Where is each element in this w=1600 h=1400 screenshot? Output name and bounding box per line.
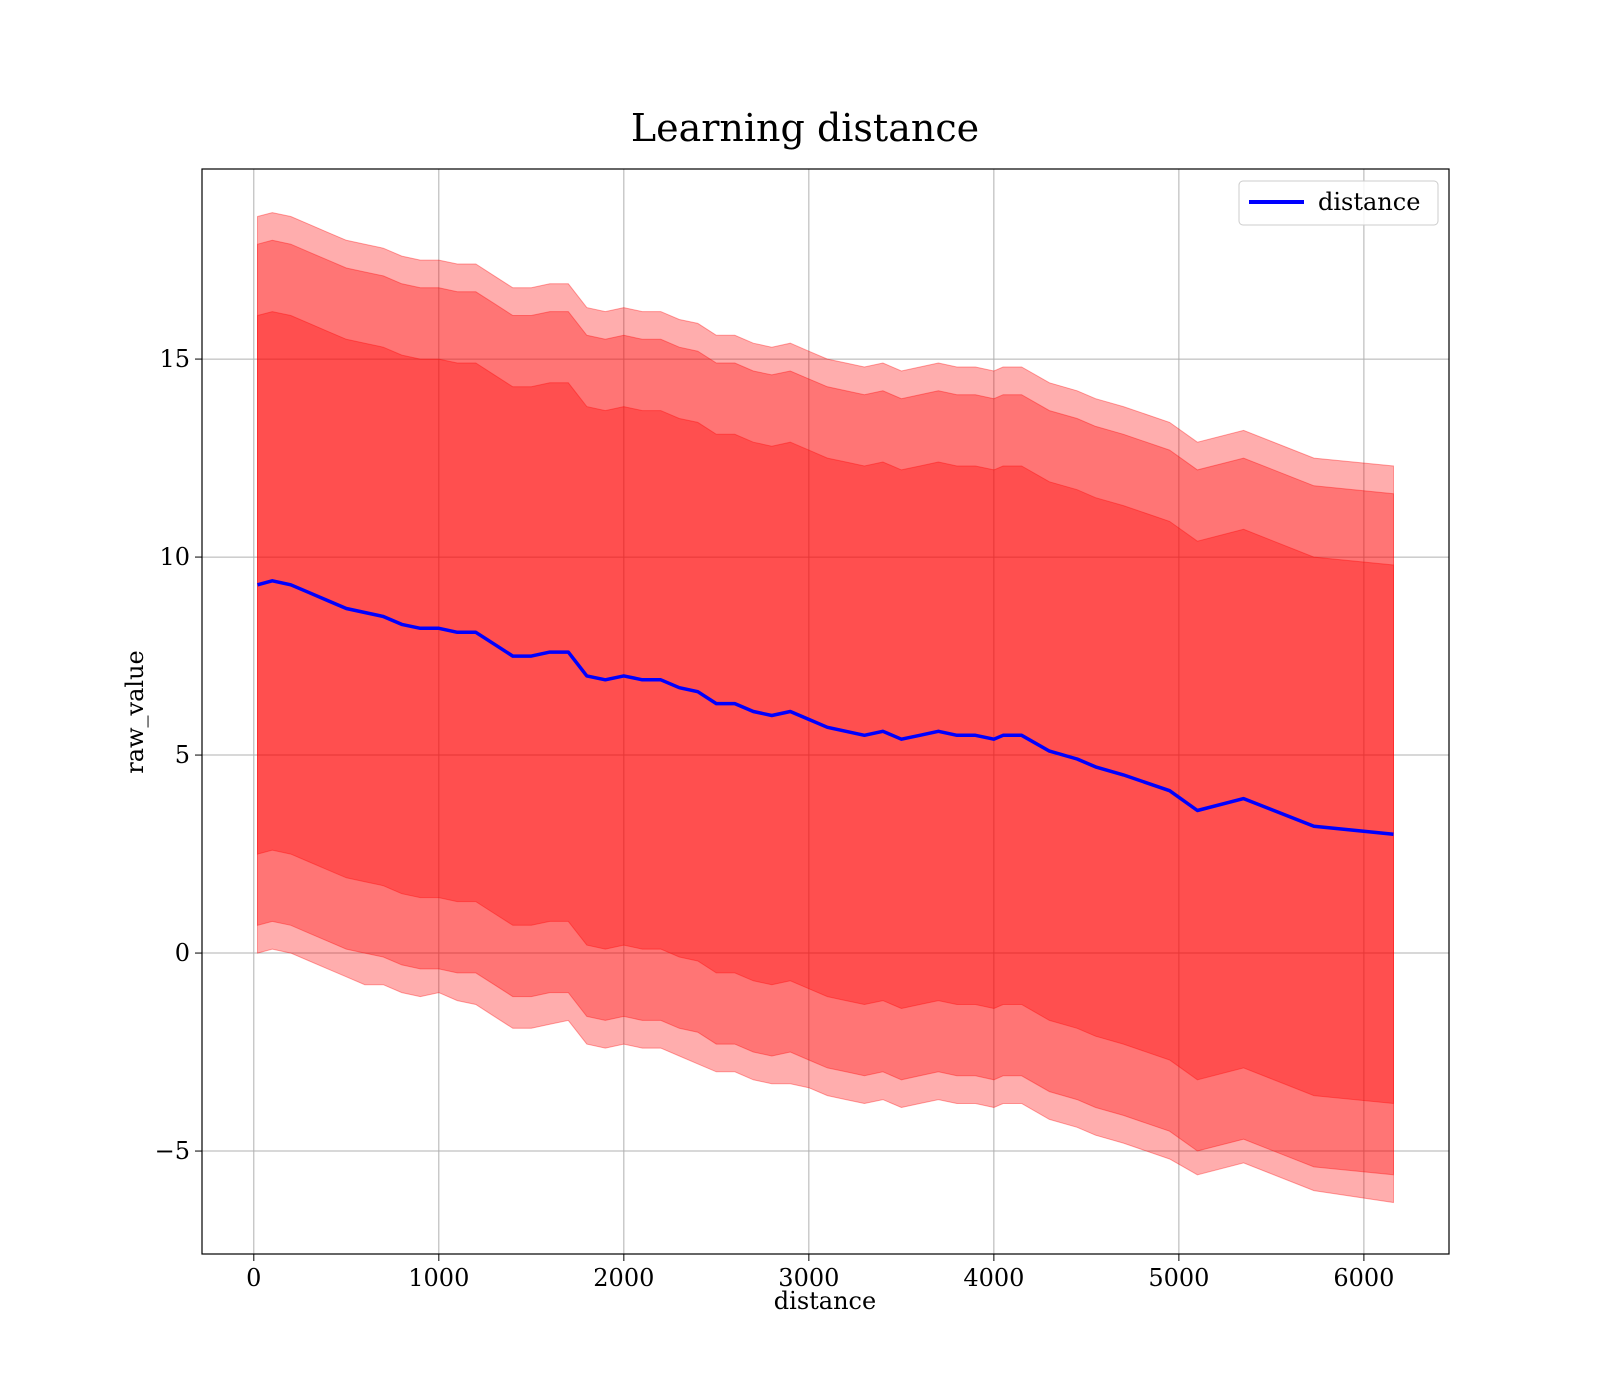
- confidence-band-2: [257, 239, 1394, 1176]
- x-tick-label: 5000: [1148, 1264, 1209, 1292]
- x-axis-label: distance: [774, 1287, 876, 1315]
- confidence-band-3: [257, 311, 1394, 1105]
- y-tick-label: 5: [175, 741, 190, 769]
- confidence-band-1: [257, 212, 1394, 1204]
- y-axis-ticks: −5 0 5 10 15: [155, 345, 202, 1165]
- y-tick-label: 10: [159, 543, 190, 571]
- x-tick-label: 1000: [408, 1264, 469, 1292]
- legend: distance: [1238, 180, 1439, 226]
- y-tick-label: 0: [175, 939, 190, 967]
- x-axis-ticks: 0 1000 2000 3000 4000 5000 6000: [246, 1254, 1394, 1292]
- legend-label: distance: [1318, 188, 1420, 216]
- y-axis-label: raw_value: [121, 650, 149, 774]
- uncertainty-bands: [257, 212, 1394, 1204]
- x-tick-label: 0: [246, 1264, 261, 1292]
- x-tick-label: 6000: [1333, 1264, 1394, 1292]
- chart-title: Learning distance: [631, 106, 979, 150]
- series-lines: [257, 579, 1394, 837]
- grid: [202, 169, 1449, 1254]
- series-line-distance: [257, 579, 1394, 837]
- x-tick-label: 4000: [963, 1264, 1024, 1292]
- y-tick-label: −5: [155, 1137, 190, 1165]
- x-tick-label: 3000: [778, 1264, 839, 1292]
- plot-frame: [201, 168, 1450, 1255]
- x-tick-label: 2000: [593, 1264, 654, 1292]
- legend-box: [1238, 180, 1439, 226]
- y-tick-label: 15: [159, 345, 190, 373]
